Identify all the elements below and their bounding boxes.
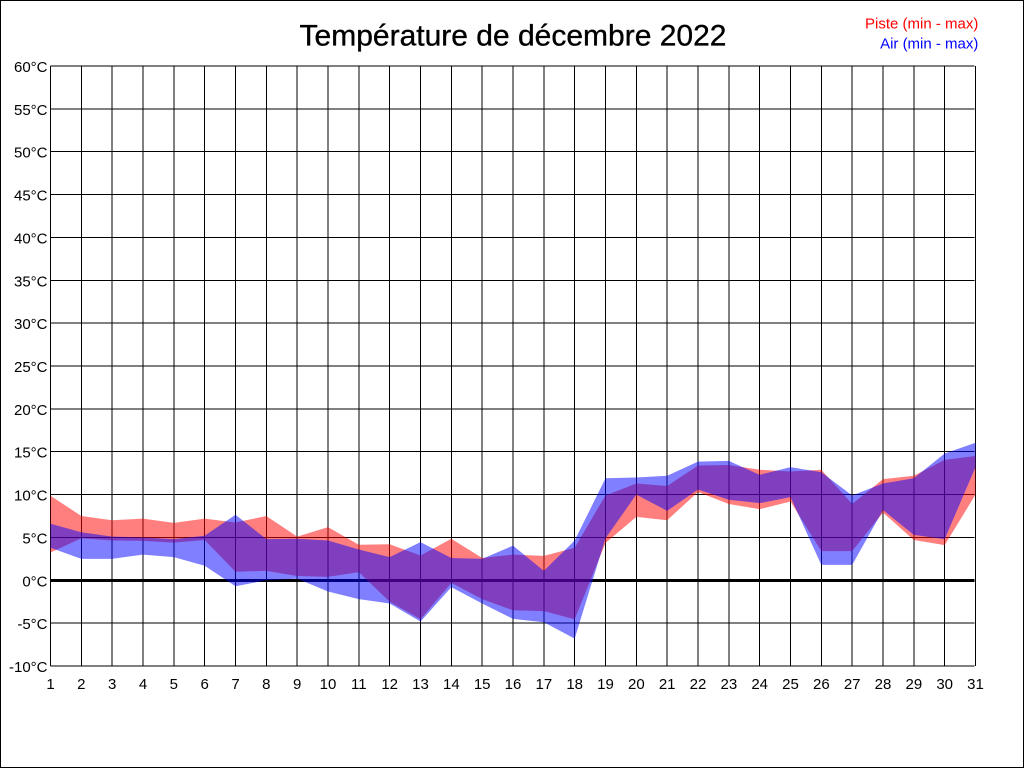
svg-text:0°C: 0°C	[22, 573, 47, 590]
svg-text:60°C: 60°C	[14, 59, 48, 76]
svg-text:25: 25	[782, 676, 799, 693]
svg-text:20°C: 20°C	[14, 402, 48, 419]
svg-text:40°C: 40°C	[14, 230, 48, 247]
svg-text:31: 31	[967, 676, 984, 693]
svg-text:Température de décembre 2022: Température de décembre 2022	[300, 20, 727, 53]
svg-text:12: 12	[381, 676, 398, 693]
svg-text:27: 27	[844, 676, 861, 693]
svg-text:8: 8	[262, 676, 270, 693]
svg-text:17: 17	[535, 676, 552, 693]
svg-text:22: 22	[690, 676, 707, 693]
svg-text:1: 1	[46, 676, 54, 693]
svg-text:5°C: 5°C	[22, 530, 47, 547]
svg-text:20: 20	[628, 676, 645, 693]
svg-text:Piste (min - max): Piste (min - max)	[865, 15, 978, 32]
svg-text:30°C: 30°C	[14, 316, 48, 333]
svg-text:13: 13	[412, 676, 429, 693]
svg-text:10: 10	[320, 676, 337, 693]
svg-text:21: 21	[659, 676, 676, 693]
svg-text:2: 2	[77, 676, 85, 693]
svg-text:3: 3	[108, 676, 116, 693]
svg-text:50°C: 50°C	[14, 145, 48, 162]
svg-text:55°C: 55°C	[14, 102, 48, 119]
svg-text:-10°C: -10°C	[9, 659, 48, 676]
svg-text:9: 9	[293, 676, 301, 693]
svg-text:11: 11	[351, 676, 367, 693]
svg-text:26: 26	[813, 676, 830, 693]
svg-text:23: 23	[720, 676, 737, 693]
svg-text:14: 14	[443, 676, 460, 693]
svg-text:-5°C: -5°C	[17, 616, 47, 633]
svg-text:19: 19	[597, 676, 614, 693]
svg-text:28: 28	[875, 676, 892, 693]
svg-text:6: 6	[200, 676, 208, 693]
svg-text:25°C: 25°C	[14, 359, 48, 376]
svg-text:5: 5	[170, 676, 178, 693]
svg-text:Air (min - max): Air (min - max)	[880, 35, 978, 52]
svg-text:30: 30	[936, 676, 953, 693]
svg-text:10°C: 10°C	[14, 488, 48, 505]
svg-text:35°C: 35°C	[14, 273, 48, 290]
svg-text:24: 24	[751, 676, 768, 693]
svg-text:7: 7	[231, 676, 239, 693]
svg-text:29: 29	[905, 676, 922, 693]
svg-text:15°C: 15°C	[14, 445, 48, 462]
svg-text:4: 4	[139, 676, 147, 693]
svg-text:15: 15	[474, 676, 491, 693]
svg-text:16: 16	[505, 676, 522, 693]
svg-text:45°C: 45°C	[14, 188, 48, 205]
svg-text:18: 18	[566, 676, 583, 693]
